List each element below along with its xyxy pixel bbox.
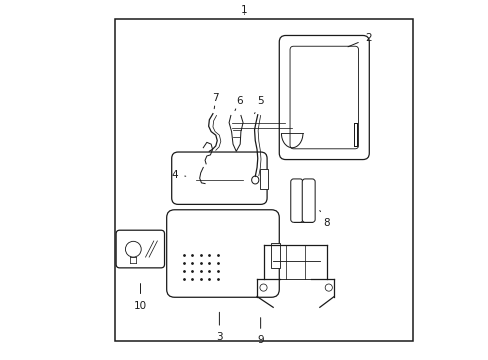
FancyBboxPatch shape (171, 152, 266, 204)
Text: 4: 4 (171, 170, 185, 180)
FancyBboxPatch shape (116, 230, 164, 268)
FancyBboxPatch shape (302, 179, 314, 222)
FancyBboxPatch shape (290, 179, 303, 222)
Text: 1: 1 (241, 5, 247, 15)
Text: 2: 2 (347, 33, 371, 47)
FancyBboxPatch shape (166, 210, 279, 297)
Text: 7: 7 (212, 93, 219, 109)
Text: 6: 6 (235, 96, 242, 111)
Text: 9: 9 (257, 318, 264, 345)
FancyBboxPatch shape (279, 36, 368, 159)
Bar (270, 243, 279, 268)
Text: 5: 5 (254, 96, 264, 114)
Text: 3: 3 (216, 312, 222, 342)
Text: 10: 10 (134, 284, 147, 311)
Text: 8: 8 (319, 211, 329, 228)
Bar (115, 19, 412, 341)
Bar (260, 169, 267, 189)
